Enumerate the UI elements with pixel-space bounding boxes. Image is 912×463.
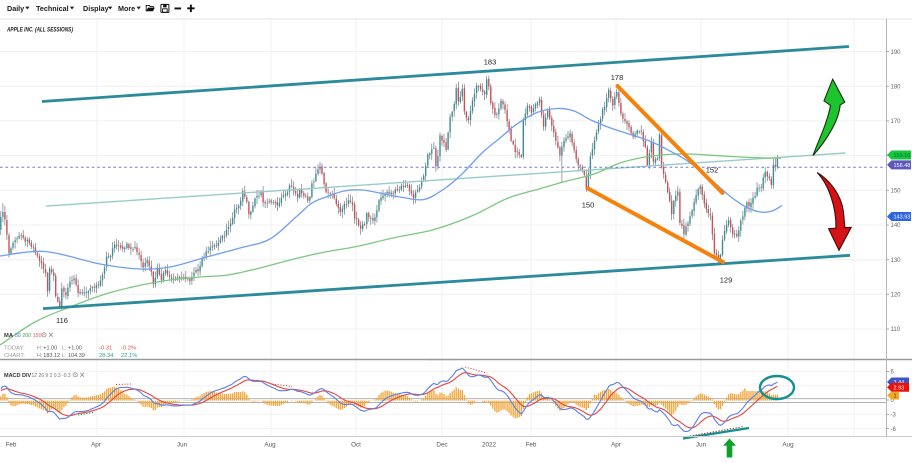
svg-text:Technical: Technical: [36, 4, 69, 13]
svg-text:-6: -6: [891, 427, 897, 433]
svg-text:Apr: Apr: [91, 442, 101, 449]
svg-text:12 26 9 2 0.3 -0.3: 12 26 9 2 0.3 -0.3: [32, 373, 71, 379]
svg-text:28.34: 28.34: [99, 353, 114, 359]
svg-text:6: 6: [891, 370, 895, 376]
svg-text:104.39: 104.39: [68, 353, 85, 359]
svg-text:+1.00: +1.00: [43, 346, 57, 352]
svg-text:More: More: [118, 4, 135, 13]
svg-text:-3: -3: [891, 413, 897, 419]
svg-text:Display: Display: [83, 4, 109, 13]
svg-text:190: 190: [891, 50, 902, 56]
svg-text:Aug: Aug: [782, 442, 794, 449]
svg-text:183: 183: [484, 58, 497, 67]
svg-text:Aug: Aug: [264, 442, 276, 449]
svg-text:MA: MA: [4, 333, 14, 339]
svg-text:L:: L:: [62, 353, 67, 359]
svg-text:180: 180: [891, 85, 902, 91]
svg-text:MACD DIV: MACD DIV: [4, 373, 32, 379]
svg-text:2.93: 2.93: [894, 385, 905, 391]
svg-text:50: 50: [15, 333, 21, 339]
svg-text:Feb: Feb: [526, 442, 537, 449]
svg-text:110: 110: [891, 327, 901, 333]
svg-text:TODAY:: TODAY:: [4, 346, 25, 352]
svg-text:CHART:: CHART:: [4, 353, 25, 359]
svg-text:1: 1: [894, 394, 897, 400]
svg-text:140: 140: [891, 223, 902, 229]
svg-text:156.48: 156.48: [894, 163, 911, 169]
svg-text:150: 150: [582, 201, 595, 210]
svg-text:Daily: Daily: [7, 4, 24, 13]
svg-text:Jun: Jun: [696, 442, 707, 449]
svg-text:183.12: 183.12: [43, 353, 60, 359]
svg-text:120: 120: [891, 293, 902, 299]
svg-text:152: 152: [706, 166, 719, 175]
svg-text:H:: H:: [37, 346, 43, 352]
svg-text:Jun: Jun: [177, 442, 188, 449]
svg-text:178: 178: [611, 73, 624, 82]
svg-text:130: 130: [891, 258, 902, 264]
svg-text:2022: 2022: [482, 442, 497, 449]
svg-text:129: 129: [720, 276, 733, 285]
svg-text:H:: H:: [37, 353, 43, 359]
svg-text:Feb: Feb: [6, 442, 17, 449]
svg-text:150: 150: [33, 333, 42, 339]
svg-text:143.93: 143.93: [894, 215, 911, 221]
svg-text:22.1%: 22.1%: [121, 353, 137, 359]
svg-text:200: 200: [22, 333, 31, 339]
svg-text:-0.31: -0.31: [99, 346, 112, 352]
svg-text:150: 150: [891, 189, 902, 195]
svg-text:116: 116: [56, 316, 68, 325]
svg-text:+1.00: +1.00: [68, 346, 82, 352]
svg-text:Apr: Apr: [611, 442, 621, 449]
svg-text:170: 170: [891, 119, 902, 125]
svg-text:0: 0: [891, 398, 895, 404]
svg-text:-0.2%: -0.2%: [121, 346, 136, 352]
svg-text:159.16: 159.16: [894, 153, 911, 159]
svg-text:APPLE INC. (ALL SESSIONS): APPLE INC. (ALL SESSIONS): [6, 27, 73, 34]
svg-text:L:: L:: [62, 346, 67, 352]
svg-text:Dec: Dec: [436, 442, 447, 449]
svg-text:Oct: Oct: [351, 442, 361, 449]
